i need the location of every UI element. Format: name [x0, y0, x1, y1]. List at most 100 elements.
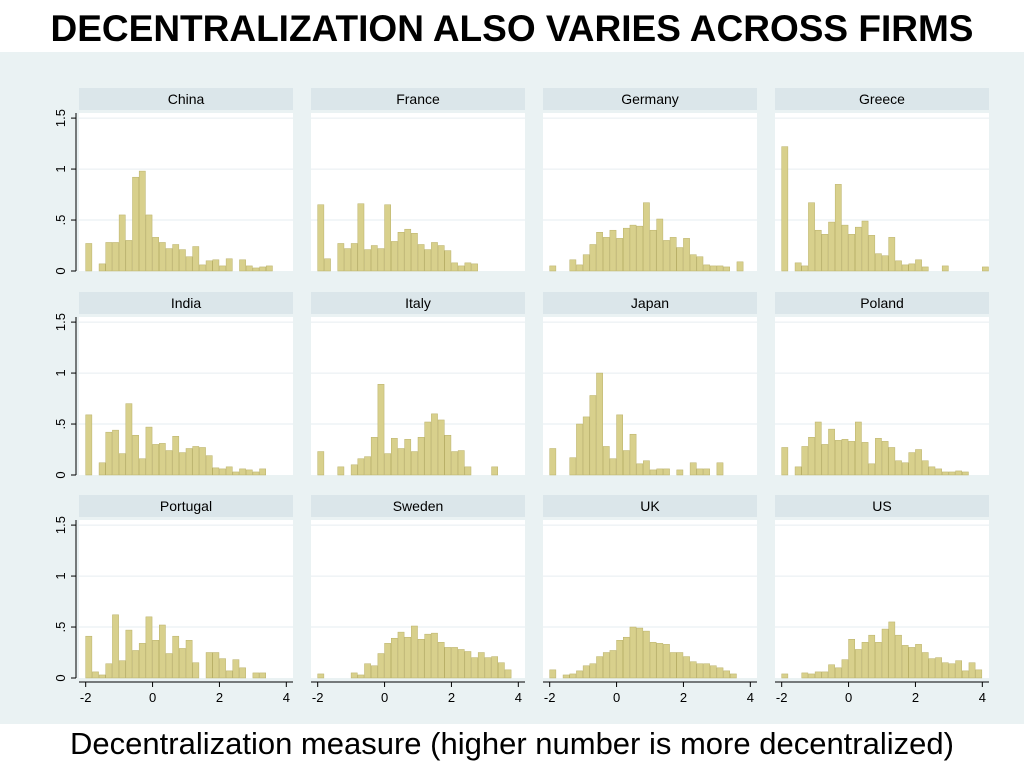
histogram-bar — [431, 632, 438, 679]
histogram-bar — [596, 232, 603, 272]
histogram-bar — [317, 204, 325, 272]
histogram-bar — [636, 627, 644, 679]
histogram-bar — [841, 659, 849, 679]
panel-header — [79, 495, 293, 517]
histogram-bar — [716, 462, 724, 476]
panel-title: China — [168, 91, 205, 107]
y-tick-label: 1 — [53, 165, 68, 172]
histogram-bar — [159, 624, 166, 679]
histogram-bar — [252, 267, 260, 272]
histogram-bar — [723, 670, 730, 679]
histogram-bar — [821, 671, 829, 679]
histogram-bar — [935, 657, 942, 679]
histogram-bar — [875, 438, 882, 476]
histogram-bar — [895, 460, 902, 476]
histogram-bar — [643, 630, 650, 679]
histogram-bar — [683, 656, 690, 679]
histogram-bar — [861, 220, 869, 272]
histogram-bar — [404, 636, 412, 679]
y-tick-label: 1.5 — [53, 313, 68, 331]
histogram-bar — [841, 439, 849, 476]
histogram-bar — [132, 176, 139, 272]
histogram-bar — [105, 431, 113, 476]
histogram-bar — [834, 440, 842, 476]
panel-title: Poland — [860, 295, 904, 311]
histogram-bar — [464, 466, 472, 476]
x-tick-label: -2 — [312, 690, 324, 705]
histogram-bar — [212, 652, 220, 679]
histogram-bar — [159, 242, 166, 272]
histogram-bar — [596, 372, 603, 476]
histogram-bar — [457, 649, 465, 679]
histogram-bar — [259, 468, 266, 476]
y-tick-label: .5 — [53, 215, 68, 226]
histogram-bar — [689, 254, 697, 272]
histogram-bar — [861, 442, 869, 476]
histogram-bar — [683, 238, 690, 272]
histogram-bar — [549, 448, 557, 476]
histogram-bar — [477, 652, 485, 679]
panel-title: Portugal — [160, 498, 212, 514]
histogram-bar — [219, 658, 226, 679]
panel-header — [79, 88, 293, 110]
histogram-bar — [377, 384, 385, 476]
histogram-bar — [861, 642, 869, 679]
histogram-bar — [881, 441, 889, 476]
histogram-bar — [172, 436, 180, 476]
histogram-bar — [955, 470, 962, 476]
histogram-bar — [370, 665, 378, 679]
histogram-bar — [908, 263, 916, 272]
histogram-bar — [219, 265, 226, 272]
histogram-bar — [602, 237, 610, 272]
histogram-bar — [589, 244, 597, 272]
histogram-bar — [895, 634, 902, 679]
histogram-bar — [808, 673, 815, 679]
histogram-bar — [125, 629, 133, 679]
histogram-bar — [781, 673, 789, 679]
histogram-bar — [370, 245, 378, 272]
panel-title: Greece — [859, 91, 905, 107]
histogram-bar — [669, 652, 677, 679]
histogram-bar — [225, 466, 233, 476]
panel-header — [775, 88, 989, 110]
histogram-bar — [821, 234, 829, 272]
histogram-bar — [417, 639, 425, 679]
histogram-bar — [875, 642, 882, 679]
panel-header — [775, 292, 989, 314]
histogram-bar — [941, 471, 949, 476]
histogram-bar — [602, 652, 610, 679]
histogram-bar — [629, 433, 637, 476]
histogram-bar — [576, 264, 583, 272]
histogram-bar — [138, 170, 146, 272]
histogram-bar — [457, 265, 465, 272]
histogram-bar — [98, 462, 106, 476]
histogram-bar — [397, 232, 405, 272]
histogram-bar — [391, 637, 398, 679]
histogram-bar — [589, 395, 597, 476]
histogram-bar — [357, 203, 365, 272]
histogram-bar — [145, 426, 153, 476]
histogram-bar — [152, 444, 159, 476]
panel-header — [543, 292, 757, 314]
histogram-bar — [841, 224, 849, 272]
histogram-bar — [391, 241, 398, 272]
histogram-bar — [112, 242, 119, 272]
histogram-bar — [105, 242, 113, 272]
histogram-bar — [205, 652, 213, 679]
histogram-bar — [663, 644, 670, 679]
histogram-bar — [921, 652, 929, 679]
histogram-bar — [132, 650, 139, 679]
histogram-bar — [562, 674, 570, 679]
histogram-bar — [982, 266, 989, 272]
histogram-bar — [172, 635, 180, 679]
histogram-bar — [179, 452, 186, 476]
histogram-bar — [703, 264, 710, 272]
histogram-bar — [888, 621, 896, 679]
histogram-bar — [801, 265, 809, 272]
histogram-bar — [112, 429, 119, 476]
histogram-bar — [968, 662, 976, 679]
histogram-bar — [689, 661, 697, 679]
histogram-bar — [179, 648, 186, 679]
y-tick-label: 1.5 — [53, 516, 68, 534]
histogram-bar — [437, 245, 445, 272]
